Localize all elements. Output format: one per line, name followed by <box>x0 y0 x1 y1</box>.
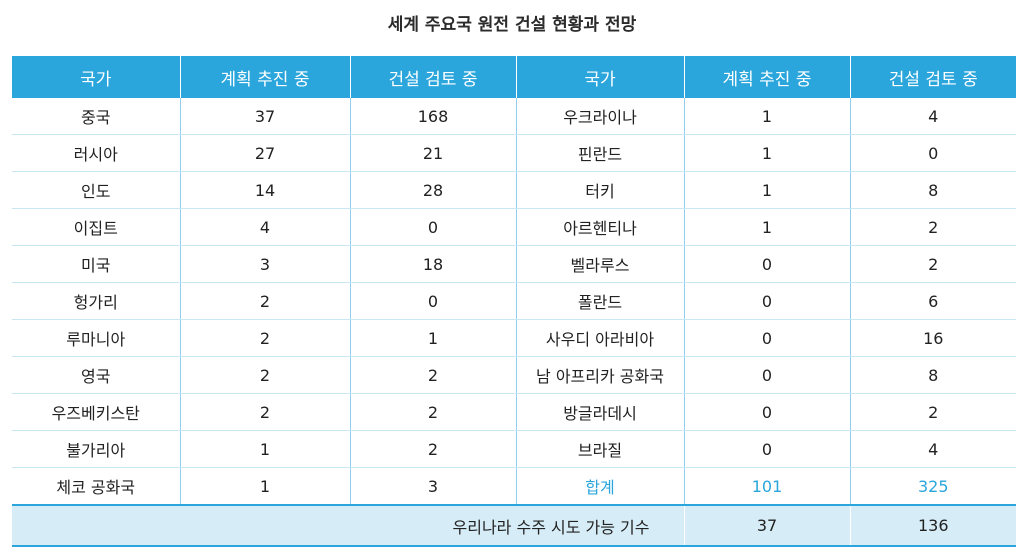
cell-review-left: 2 <box>349 356 516 394</box>
table-row: 중국 37 168 우크라이나 1 4 <box>12 98 1016 135</box>
cell-country-left: 인도 <box>12 171 180 209</box>
cell-review-left: 168 <box>349 98 516 135</box>
cell-review-right: 8 <box>849 356 1016 394</box>
cell-planned-left: 4 <box>179 208 350 246</box>
cell-country-left: 체코 공화국 <box>12 467 180 506</box>
table-row: 체코 공화국 1 3 합계 101 325 <box>12 467 1016 506</box>
table-body: 중국 37 168 우크라이나 1 4 러시아 27 21 핀란드 1 0 인도 14 28 터키 1 8 이집트 4… <box>12 98 1016 547</box>
header-country-left: 국가 <box>12 56 181 98</box>
header-planned-right: 계획 추진 중 <box>683 56 851 98</box>
cell-review-left: 0 <box>349 208 516 246</box>
cell-country-left: 루마니아 <box>12 319 180 357</box>
cell-planned-left: 27 <box>179 134 350 172</box>
cell-review-right: 16 <box>849 319 1016 357</box>
cell-country-left: 중국 <box>12 98 180 135</box>
table-row: 불가리아 1 2 브라질 0 4 <box>12 430 1016 468</box>
cell-country-right: 벨라루스 <box>515 245 684 283</box>
cell-country-right: 아르헨티나 <box>515 208 684 246</box>
cell-planned-right: 1 <box>683 208 850 246</box>
header-review-right: 건설 검토 중 <box>849 56 1016 98</box>
table-row: 영국 2 2 남 아프리카 공화국 0 8 <box>12 356 1016 394</box>
summary-planned: 37 <box>683 505 850 547</box>
cell-country-left: 이집트 <box>12 208 180 246</box>
cell-review-right: 4 <box>849 430 1016 468</box>
summary-review: 136 <box>849 505 1016 547</box>
cell-country-left: 영국 <box>12 356 180 394</box>
cell-review-left: 1 <box>349 319 516 357</box>
table-row: 루마니아 2 1 사우디 아라비아 0 16 <box>12 319 1016 357</box>
cell-planned-left: 2 <box>179 356 350 394</box>
cell-review-right: 2 <box>849 208 1016 246</box>
cell-review-left: 21 <box>349 134 516 172</box>
cell-planned-right: 0 <box>683 282 850 320</box>
header-country-right: 국가 <box>515 56 685 98</box>
cell-planned-right: 1 <box>683 98 850 135</box>
cell-planned-right: 101 <box>683 467 850 506</box>
cell-review-left: 2 <box>349 430 516 468</box>
cell-country-right: 터키 <box>515 171 684 209</box>
cell-review-right: 2 <box>849 245 1016 283</box>
cell-planned-left: 1 <box>179 430 350 468</box>
table-title: 세계 주요국 원전 건설 현황과 전망 <box>387 15 637 35</box>
cell-planned-left: 2 <box>179 282 350 320</box>
cell-planned-left: 14 <box>179 171 350 209</box>
cell-country-right: 우크라이나 <box>515 98 684 135</box>
cell-review-right: 4 <box>849 98 1016 135</box>
table-row: 인도 14 28 터키 1 8 <box>12 171 1016 209</box>
cell-country-left: 헝가리 <box>12 282 180 320</box>
table-row: 우즈베키스탄 2 2 방글라데시 0 2 <box>12 393 1016 431</box>
cell-planned-left: 2 <box>179 319 350 357</box>
table-row: 이집트 4 0 아르헨티나 1 2 <box>12 208 1016 246</box>
table-row: 러시아 27 21 핀란드 1 0 <box>12 134 1016 172</box>
header-row: 국가 계획 추진 중 건설 검토 중 국가 계획 추진 중 건설 검토 중 <box>12 56 1016 98</box>
summary-row: 우리나라 수주 시도 가능 기수 37 136 <box>12 505 1016 547</box>
cell-planned-right: 0 <box>683 319 850 357</box>
header-planned-left: 계획 추진 중 <box>179 56 351 98</box>
cell-review-left: 28 <box>349 171 516 209</box>
cell-planned-right: 0 <box>683 356 850 394</box>
cell-country-right: 핀란드 <box>515 134 684 172</box>
table-row: 헝가리 2 0 폴란드 0 6 <box>12 282 1016 320</box>
cell-country-right: 폴란드 <box>515 282 684 320</box>
cell-review-left: 0 <box>349 282 516 320</box>
nuclear-construction-table: 국가 계획 추진 중 건설 검토 중 국가 계획 추진 중 건설 검토 중 중국… <box>12 56 1016 547</box>
cell-review-right: 8 <box>849 171 1016 209</box>
cell-review-right: 6 <box>849 282 1016 320</box>
cell-country-left: 미국 <box>12 245 180 283</box>
cell-country-right: 남 아프리카 공화국 <box>515 356 684 394</box>
cell-planned-right: 0 <box>683 245 850 283</box>
cell-country-left: 러시아 <box>12 134 180 172</box>
cell-country-right: 합계 <box>515 467 684 506</box>
cell-review-right: 0 <box>849 134 1016 172</box>
cell-planned-left: 2 <box>179 393 350 431</box>
cell-planned-right: 1 <box>683 134 850 172</box>
cell-review-left: 3 <box>349 467 516 506</box>
cell-country-right: 브라질 <box>515 430 684 468</box>
summary-label: 우리나라 수주 시도 가능 기수 <box>12 505 684 547</box>
cell-planned-left: 1 <box>179 467 350 506</box>
cell-planned-left: 37 <box>179 98 350 135</box>
cell-country-left: 우즈베키스탄 <box>12 393 180 431</box>
cell-planned-right: 0 <box>683 393 850 431</box>
header-review-left: 건설 검토 중 <box>349 56 517 98</box>
cell-planned-left: 3 <box>179 245 350 283</box>
cell-review-left: 18 <box>349 245 516 283</box>
cell-country-left: 불가리아 <box>12 430 180 468</box>
cell-review-right: 2 <box>849 393 1016 431</box>
cell-planned-right: 0 <box>683 430 850 468</box>
cell-review-right: 325 <box>849 467 1016 506</box>
cell-country-right: 사우디 아라비아 <box>515 319 684 357</box>
cell-planned-right: 1 <box>683 171 850 209</box>
table-row: 미국 3 18 벨라루스 0 2 <box>12 245 1016 283</box>
cell-review-left: 2 <box>349 393 516 431</box>
cell-country-right: 방글라데시 <box>515 393 684 431</box>
